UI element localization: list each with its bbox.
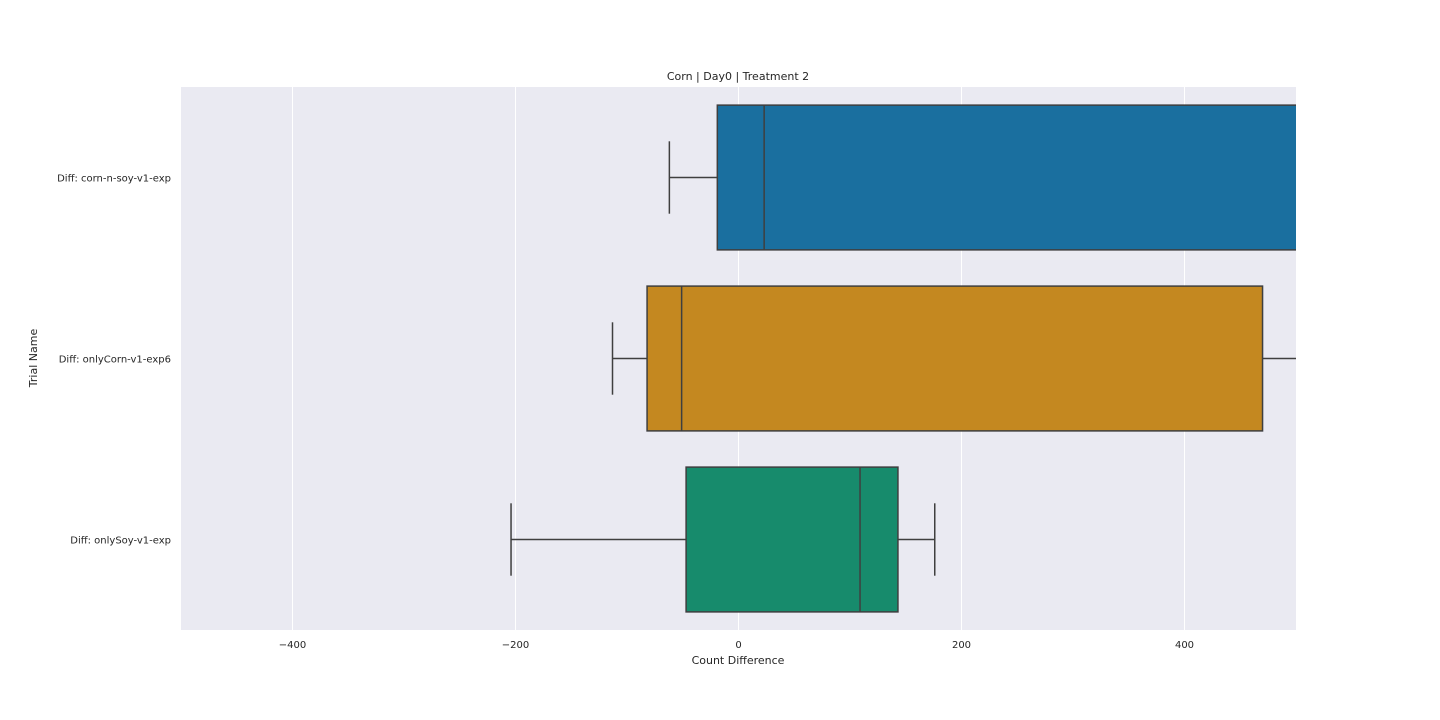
box-0 — [668, 104, 1296, 251]
box-2 — [510, 466, 936, 613]
box-body — [685, 466, 899, 613]
box-outline — [716, 104, 1296, 251]
chart-title: Corn | Day0 | Treatment 2 — [667, 70, 809, 83]
x-tick-label: 400 — [1175, 640, 1194, 651]
y-category-label: Diff: corn-n-soy-v1-exp — [57, 174, 171, 185]
y-axis-categories: Diff: corn-n-soy-v1-exp Diff: onlyCorn-v1… — [57, 174, 171, 547]
boxes — [510, 104, 1296, 613]
x-tick-label: −400 — [279, 640, 306, 651]
box-body — [717, 105, 1296, 250]
y-axis-label: Trial Name — [27, 329, 40, 389]
y-category-label: Diff: onlySoy-v1-exp — [70, 536, 171, 547]
y-category-label: Diff: onlyCorn-v1-exp6 — [59, 355, 171, 366]
x-axis-ticks: −400 −200 0 200 400 — [279, 640, 1194, 651]
box-body — [646, 285, 1264, 432]
x-tick-label: −200 — [502, 640, 529, 651]
box-1 — [611, 285, 1296, 432]
x-axis-label: Count Difference — [692, 654, 785, 667]
x-tick-label: 200 — [952, 640, 971, 651]
x-tick-label: 0 — [735, 640, 741, 651]
